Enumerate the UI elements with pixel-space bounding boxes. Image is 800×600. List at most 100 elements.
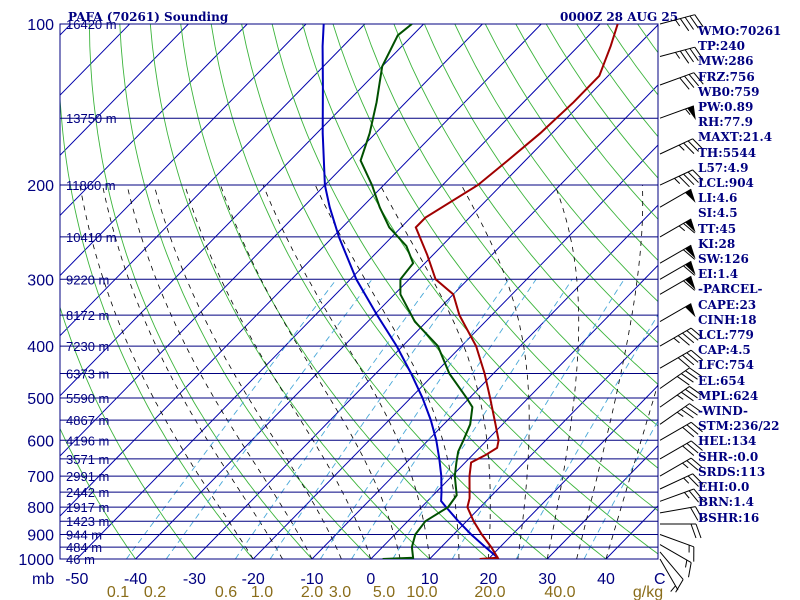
wind-barb-half-flag	[675, 52, 681, 59]
wind-barb-shaft	[659, 551, 684, 580]
index-item: MW:286	[698, 54, 754, 69]
wind-barb-flag	[686, 460, 699, 471]
wind-barb-flag	[693, 488, 704, 501]
temperature-trace	[414, 24, 619, 559]
index-item: LI:4.6	[698, 191, 738, 206]
index-item: SI:4.5	[698, 206, 738, 221]
wind-barb-pennant	[685, 189, 696, 203]
pressure-tick-label: 600	[27, 433, 54, 450]
wind-barb-flag	[683, 142, 695, 154]
moist-adiabat	[379, 184, 491, 559]
height-label: 2442 m	[66, 485, 109, 500]
wind-barb-shaft	[659, 138, 693, 155]
wind-barb-half-flag	[688, 545, 690, 553]
wind-barb-half-flag	[675, 19, 681, 27]
index-item: EHI:0.0	[698, 480, 750, 495]
index-item: RH:77.9	[698, 115, 753, 130]
wind-barb	[660, 523, 702, 539]
wind-barb-flag	[688, 74, 700, 87]
wind-barb-shaft	[659, 72, 694, 86]
index-item: SRDS:113	[698, 464, 766, 479]
wind-barb-flag	[679, 50, 690, 64]
index-item: MPL:624	[698, 388, 759, 403]
wind-barb	[659, 14, 704, 32]
wind-barb-flag	[675, 579, 684, 593]
wind-barb-flag	[686, 352, 699, 363]
mixing-ratio-label: 1.0	[251, 584, 273, 600]
height-label: 4196 m	[66, 433, 109, 448]
wind-barb	[659, 138, 704, 155]
index-item: SHR-:0.0	[698, 449, 759, 464]
temperature-tick-label: -50	[65, 571, 88, 588]
wind-barb-shaft	[659, 558, 679, 591]
wind-barb-half-flag	[676, 394, 684, 400]
wind-barb	[659, 327, 703, 347]
wind-barb-flag	[682, 445, 695, 456]
index-item: EL:654	[698, 373, 746, 388]
wind-barb	[659, 275, 696, 295]
mixing-ratio-label: 3.0	[329, 584, 351, 600]
moist-adiabat	[461, 184, 530, 559]
plot-frame	[59, 23, 659, 560]
index-item: BSHR:16	[698, 510, 760, 525]
wind-barb-flag	[677, 335, 690, 346]
pressure-tick-label: 400	[27, 339, 54, 356]
index-item: SW:126	[698, 252, 749, 267]
wind-barb-pennant	[685, 218, 696, 233]
wind-barb	[659, 46, 704, 64]
wind-barb-shaft	[659, 506, 696, 514]
wind-barb-flag	[692, 169, 704, 181]
wind-barb-shaft	[659, 169, 693, 186]
parcel-trace	[321, 24, 499, 559]
temperature-tick-label: -30	[183, 571, 206, 588]
mixing-ratio-line	[451, 279, 625, 559]
wind-barb-flag	[686, 443, 699, 454]
wind-barb-flag	[685, 388, 698, 399]
index-item: TP:240	[698, 39, 746, 54]
wind-barb	[659, 244, 696, 264]
wind-barb-flag	[690, 507, 699, 521]
moist-adiabat	[546, 184, 580, 559]
wind-barb-flag	[692, 473, 704, 485]
station-title: PAFA (70261) Sounding	[68, 10, 229, 24]
wind-barb-flag	[684, 16, 694, 30]
wind-barb-shaft	[659, 403, 690, 425]
time-title: 0000Z 28 AUG 25	[560, 10, 679, 24]
isotherm-line	[60, 24, 542, 517]
index-item: TT:45	[698, 221, 737, 236]
wind-barb-flag	[686, 424, 699, 435]
temperature-unit-label: C	[654, 571, 666, 588]
wind-barb-shaft	[659, 327, 692, 347]
moist-adiabat	[153, 184, 342, 559]
wind-barb	[659, 105, 696, 121]
wind-barb-flag	[682, 332, 695, 344]
pressure-tick-label: 500	[27, 391, 54, 408]
height-label: 5590 m	[66, 391, 109, 406]
wind-barb-half-flag	[684, 108, 691, 116]
wind-barb-flag	[690, 440, 703, 451]
mixing-ratio-line	[351, 279, 537, 559]
wind-barb-flag	[687, 171, 699, 183]
wind-barb-flag	[689, 403, 702, 413]
wind-barb-flag	[690, 523, 697, 539]
wind-barb-flag	[688, 562, 692, 578]
pressure-tick-label: 900	[27, 528, 54, 545]
temperature-tick-label: 40	[597, 571, 615, 588]
isotherm-line	[0, 24, 12, 559]
dewpoint-trace	[359, 24, 474, 559]
height-label: 4867 m	[66, 413, 109, 428]
pressure-unit-label: mb	[32, 571, 54, 588]
height-label: 484 m	[66, 540, 102, 555]
wind-barb	[659, 403, 702, 425]
dry-adiabat	[302, 24, 658, 512]
index-item: LFC:754	[698, 358, 754, 373]
wind-barb-half-flag	[674, 177, 681, 184]
wind-barb	[659, 506, 704, 521]
wind-barb-flag	[689, 15, 699, 29]
wind-barb-flag	[690, 327, 703, 339]
wind-barbs	[659, 14, 704, 593]
wind-barb	[659, 367, 702, 389]
mixing-ratio-label: 20.0	[474, 584, 505, 600]
index-item: WMO:70261	[698, 24, 782, 38]
wind-barb-flag	[689, 386, 702, 396]
